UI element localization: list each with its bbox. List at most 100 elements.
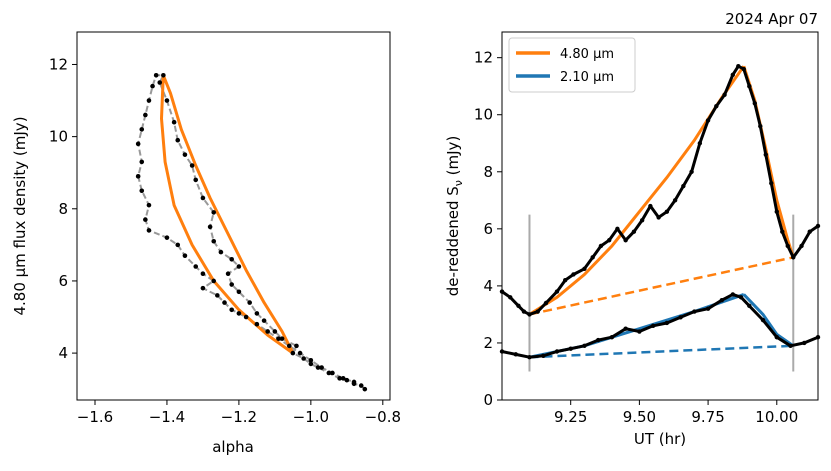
left-data-point [171,119,177,125]
observed-point-2-10um [788,343,793,348]
left-data-point [143,112,148,118]
left-x-axis: −1.6 −1.4 −1.2 −1.0 −0.8 [77,400,401,426]
observed-point-4-80um [705,118,711,123]
observed-point-4-80um [535,309,540,314]
observed-point-4-80um [769,180,774,186]
left-data-point [315,365,321,370]
observed-point-4-80um [590,255,595,260]
observed-point-4-80um [571,272,576,277]
right-y-tick-label: 10 [474,106,493,124]
observed-point-2-10um [609,335,615,340]
left-data-point [272,329,278,334]
left-data-point [200,195,206,201]
observed-point-4-80um [499,289,505,294]
left-data-point [229,282,235,287]
left-data-point [135,141,141,147]
right-y-tick-label: 0 [483,391,493,409]
observed-point-2-10um [738,295,744,300]
observed-point-4-80um [554,289,560,294]
observed-point-2-10um [678,315,683,320]
left-data-point [135,174,141,179]
observed-point-4-80um [780,229,785,234]
observed-point-4-80um [741,66,747,72]
right-x-tick-label: 9.50 [623,408,656,426]
left-data-point [193,264,199,269]
observed-point-4-80um [763,152,768,157]
left-data-point [344,377,350,383]
observed-point-4-80um [791,255,796,260]
observed-point-4-80um [606,238,612,243]
left-y-axis-label: 4.80 μm flux density (mJy) [11,116,29,315]
observed-point-2-10um [650,323,656,329]
left-y-tick-label: 8 [58,200,68,218]
right-x-axis: 9.25 9.50 9.75 10.00 [554,400,798,426]
left-data-point [193,177,199,183]
legend-label-2-10um: 2.10 μm [560,70,614,85]
left-data-point [215,293,220,298]
left-data-point [362,386,368,392]
left-data-point [229,307,235,313]
fit-rise-4-80um [528,65,746,316]
observed-point-2-10um [692,309,697,314]
left-data-point [200,285,206,291]
observed-point-4-80um [747,84,752,89]
left-data-point [308,361,314,367]
observed-point-2-10um [815,335,821,340]
right-y-tick-label: 6 [483,220,493,238]
right-y-axis-label-main: de-reddened S [444,186,462,296]
right-y-axis-label-subscript: ν [452,180,465,186]
left-data-point [236,311,242,316]
left-x-tick-label: −1.0 [293,408,329,426]
left-data-point [330,370,335,376]
left-data-point [146,202,152,208]
observed-point-4-80um [516,303,521,309]
left-data-point [146,228,152,233]
observed-point-4-80um [815,223,821,229]
observed-point-4-80um [521,309,527,314]
observed-point-2-10um [568,346,573,351]
observed-point-2-10um [747,303,752,309]
left-data-point [326,370,332,376]
observed-point-4-80um [681,183,686,189]
left-x-tick-label: −0.8 [365,408,401,426]
observed-point-2-10um [541,353,546,358]
left-data-point [218,249,224,255]
left-data-point [211,210,217,215]
observed-point-4-80um [689,169,694,174]
left-data-point [243,314,249,320]
observed-point-4-80um [752,101,757,106]
observed-point-2-10um [623,326,628,331]
left-data-point [279,336,285,341]
observed-point-4-80um [785,243,790,249]
left-data-point [308,358,314,363]
left-data-point [207,224,213,230]
left-data-point [222,300,227,305]
fit-rise-2-10um [529,292,745,359]
left-data-point [211,278,217,284]
observed-point-4-80um [508,295,513,300]
observed-point-2-10um [582,343,587,348]
observed-lightcurve-4-80um [501,64,819,316]
observed-point-4-80um [714,103,719,109]
observed-point-2-10um [527,355,532,360]
observed-point-4-80um [736,64,741,69]
date-label: 2024 Apr 07 [725,10,818,28]
left-data-point [254,311,260,316]
observed-point-4-80um [631,229,637,234]
observed-point-2-10um [705,306,711,311]
left-observed-track [137,74,366,390]
observed-point-4-80um [527,312,532,317]
right-x-tick-label: 9.75 [691,408,724,426]
left-data-point [247,300,252,305]
left-data-point [290,350,296,356]
right-plot-frame [501,31,819,401]
observed-point-4-80um [563,277,568,283]
right-y-axis-label-unit: (mJy) [444,136,462,180]
left-data-point [337,376,342,381]
observed-point-2-10um [637,329,642,334]
left-data-point [301,356,306,361]
left-data-point [261,318,267,323]
left-data-point [229,256,235,262]
right-y-axis: 0 2 4 6 8 10 12 [474,49,502,409]
